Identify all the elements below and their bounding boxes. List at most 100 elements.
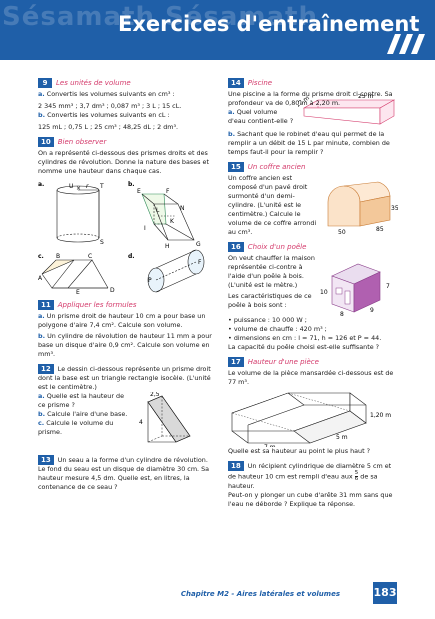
page-footer: Chapitre M2 - Aires latérales et volumes bbox=[150, 585, 370, 603]
list-item: puissance : 10 000 W ; bbox=[228, 316, 398, 325]
part-label: b. bbox=[228, 130, 236, 138]
fig-label-b: b. bbox=[128, 181, 135, 188]
exercise-title: Appliquer les formules bbox=[57, 301, 137, 309]
characteristics-title: Les caractéristiques de ce poêle à bois … bbox=[228, 292, 312, 309]
dimension-width: 50 bbox=[338, 229, 346, 234]
exercise-text: de sa hauteur. bbox=[228, 472, 378, 491]
header-stripes-decoration bbox=[387, 34, 425, 54]
dimension-length: 85 bbox=[376, 226, 384, 233]
exercise-text: Un coffre ancien est composé d'un pavé d… bbox=[228, 174, 317, 236]
list-item: volume de chauffe : 420 m³ ; bbox=[228, 325, 398, 334]
exercise-11: 11 Appliquer les formules a. Un prisme d… bbox=[38, 300, 216, 359]
exercise-text: On veut chauffer la maison représentée c… bbox=[228, 254, 315, 289]
page-number: 183 bbox=[373, 582, 397, 604]
point-label-G: G bbox=[196, 241, 201, 248]
question-text: Calcule l'aire d'une base. bbox=[47, 410, 128, 418]
question-text: Un cylindre de révolution de hauteur 11 … bbox=[38, 332, 212, 358]
point-label-I: I bbox=[144, 225, 146, 232]
exercise-title: Les unités de volume bbox=[56, 79, 131, 87]
page-header: Sésamath Sésamath Exercices d'entraîneme… bbox=[0, 0, 435, 60]
cylinder-figure-a bbox=[56, 185, 100, 243]
point-label-r: r bbox=[86, 183, 89, 190]
page-title: Exercices d'entraînement bbox=[118, 12, 420, 36]
exercise-title: Bien observer bbox=[57, 138, 107, 146]
chapter-title: Chapitre M2 - Aires latérales et volumes bbox=[180, 590, 340, 598]
exercise-title: Piscine bbox=[247, 79, 273, 87]
fig-label-c: c. bbox=[38, 253, 44, 260]
exercise-number: 15 bbox=[228, 162, 244, 172]
exercise-number: 9 bbox=[38, 78, 52, 88]
exercise-text: Le volume de la pièce mansardée ci-desso… bbox=[228, 369, 394, 386]
exercise-17: 17 Hauteur d'une pièce Le volume de la p… bbox=[228, 357, 398, 456]
exercise-text: Le dessin ci-dessous représente un prism… bbox=[38, 365, 211, 391]
dimension-label: 2,5 bbox=[150, 392, 160, 398]
exercise-9: 9 Les unités de volume a. Convertis les … bbox=[38, 78, 216, 132]
prism-figure-b bbox=[141, 193, 195, 241]
question-text: Convertis les volumes suivants en cm³ : bbox=[46, 90, 175, 98]
exercise-10: 10 Bien observer On a représenté ci-dess… bbox=[38, 137, 216, 294]
question-text: Un prisme droit de hauteur 10 cm a pour … bbox=[38, 312, 206, 329]
exercise-number: 14 bbox=[228, 78, 244, 88]
point-label-D: D bbox=[110, 287, 115, 294]
exercise-number: 10 bbox=[38, 137, 54, 147]
question-text: Calcule le volume du prisme. bbox=[38, 419, 114, 436]
part-label: b. bbox=[38, 332, 46, 340]
question-text: Sachant que le robinet d'eau qui permet … bbox=[228, 130, 390, 156]
point-label-L: L bbox=[156, 207, 160, 214]
characteristics-list: puissance : 10 000 W ; volume de chauffe… bbox=[228, 316, 398, 343]
point-label-F: F bbox=[166, 188, 170, 195]
question-text: Convertis les volumes suivants en cL : bbox=[47, 111, 170, 119]
point-label-F: F bbox=[198, 259, 202, 266]
part-label: a. bbox=[38, 392, 45, 400]
exercise-number: 17 bbox=[228, 357, 244, 367]
dimension-8: 8 bbox=[340, 311, 344, 316]
part-label: a. bbox=[228, 108, 235, 116]
exercise-text: Un récipient cylindrique de diamètre 5 c… bbox=[228, 462, 392, 481]
point-label-P: P bbox=[148, 277, 152, 284]
part-label: a. bbox=[38, 312, 45, 320]
point-label-B: B bbox=[56, 253, 60, 260]
point-label-N: N bbox=[180, 205, 185, 212]
point-label-E: E bbox=[137, 188, 141, 195]
exercise-15: 15 Un coffre ancien 35 85 50 Un coffre a… bbox=[228, 162, 398, 237]
point-label-S: S bbox=[100, 239, 104, 246]
point-label-H: H bbox=[165, 243, 170, 250]
dimension-label: 4 bbox=[139, 419, 143, 426]
fraction-denominator: 6 bbox=[354, 476, 359, 482]
dimension-length: 7 m bbox=[264, 444, 276, 447]
point-label-K: K bbox=[170, 218, 175, 225]
dimension-width: 5 m bbox=[336, 434, 348, 441]
exercise-18: 18 Un récipient cylindrique de diamètre 5… bbox=[228, 461, 398, 509]
part-label: b. bbox=[38, 410, 46, 418]
point-label-E: E bbox=[76, 289, 80, 294]
exercise-text: Un seau a la forme d'un cylindre de révo… bbox=[38, 456, 210, 491]
dimension-length: 25 m bbox=[358, 94, 374, 100]
prism-figure-12: 2,5 4 bbox=[139, 392, 191, 443]
header-watermark: Sésamath Sésamath bbox=[2, 2, 318, 32]
question-text: Quelle est la hauteur de ce prisme ? bbox=[38, 392, 124, 409]
exercise-12: 12 Le dessin ci-dessous représente un pri… bbox=[38, 364, 216, 450]
values-list: 2 345 mm³ ; 3,7 dm³ ; 0,087 m³ ; 3 L ; 1… bbox=[38, 102, 182, 110]
exercise-16: 16 Choix d'un poêle 10 7 8 9 On veut cha… bbox=[228, 242, 398, 352]
house-figure: 10 7 8 9 bbox=[320, 263, 390, 316]
question-text: Quel volume d'eau contient-elle ? bbox=[228, 108, 294, 125]
prism-figure-c bbox=[41, 259, 109, 289]
exercise-text: Une piscine a la forme du prisme droit c… bbox=[228, 90, 393, 107]
exercise-text: On a représenté ci-dessous des prismes d… bbox=[38, 149, 209, 175]
point-label-T: T bbox=[99, 183, 104, 190]
dimension-height: 35 bbox=[391, 205, 398, 212]
fig-label-a: a. bbox=[38, 181, 44, 188]
exercise-title: Choix d'un poêle bbox=[247, 243, 307, 251]
dimension-7: 7 bbox=[386, 283, 390, 290]
exercise-title: Un coffre ancien bbox=[247, 163, 306, 171]
exercise-13: 13 Un seau a la forme d'un cylindre de ré… bbox=[38, 455, 216, 492]
exercise-title: Hauteur d'une pièce bbox=[247, 358, 319, 366]
left-column: 9 Les unités de volume a. Convertis les … bbox=[38, 78, 216, 497]
cylinder-figure-d bbox=[147, 249, 205, 293]
dimension-9: 9 bbox=[370, 307, 374, 314]
point-label-U: U bbox=[69, 183, 73, 190]
dimension-height: 1,20 m bbox=[370, 412, 391, 419]
point-label-C: C bbox=[88, 253, 92, 260]
fraction-numerator: 5 bbox=[354, 470, 359, 476]
